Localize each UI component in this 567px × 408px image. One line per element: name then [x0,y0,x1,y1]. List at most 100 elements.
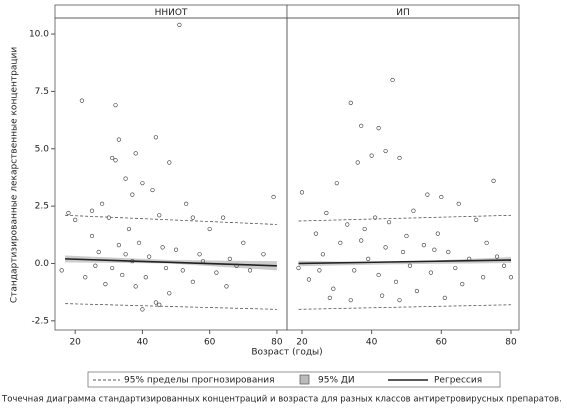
point [397,155,402,161]
point [397,298,402,303]
point [79,98,84,103]
point [376,126,381,131]
point [184,201,189,206]
point [150,187,155,193]
point [400,249,406,255]
legend-box [87,371,501,388]
point [110,155,115,161]
point [133,284,138,289]
point [126,226,132,232]
point [474,217,479,222]
regression-line [298,259,512,265]
point [369,153,374,158]
point [421,243,427,248]
point [334,181,339,186]
point [207,226,212,232]
point [113,103,118,108]
point [113,158,118,163]
x-axis-label: Возраст (годы) [251,348,322,358]
point [460,282,465,287]
point [143,275,148,280]
point [313,231,319,236]
point [296,265,301,271]
point [456,201,461,206]
y-tick-label: 5.0 [35,144,50,154]
point [123,176,128,181]
pi-lower [298,304,511,310]
point [383,148,388,154]
point [359,238,364,243]
x-tick-label: 80 [271,338,283,348]
point [432,247,437,252]
point [327,295,332,300]
point [167,291,172,296]
point [484,240,489,245]
point [140,181,145,186]
point [366,256,371,261]
point [348,100,353,105]
point [446,249,451,255]
point [324,210,329,216]
point [501,263,507,268]
point [494,254,500,259]
point [362,226,367,232]
point [163,265,169,271]
point [103,282,108,287]
point [376,272,381,278]
point [153,135,158,140]
panel-title: ИП [396,8,410,18]
point [180,268,185,273]
x-tick-label: 20 [296,338,308,348]
point [190,215,195,220]
point [133,151,138,156]
point [110,265,115,271]
point [177,22,182,27]
point [348,298,353,303]
point [214,270,219,275]
point [89,233,95,239]
y-tick-label: 2.5 [35,202,49,212]
point [442,295,447,300]
point [491,178,496,183]
panel-frame [54,17,288,331]
point [247,268,253,273]
point [116,137,121,142]
pi-lower [65,303,277,310]
x-tick-label: 80 [505,338,517,348]
point [373,215,378,220]
point [66,210,71,216]
point [508,275,514,280]
x-tick-label: 20 [69,338,81,348]
point [407,263,413,268]
point [99,201,105,206]
point [173,247,179,252]
pi-upper [298,214,511,222]
point [355,160,360,165]
point [261,252,266,257]
point [320,252,325,257]
legend-label: Регрессия [434,376,482,386]
point [481,275,486,280]
caption: Точечная диаграмма стандартизированных к… [1,395,562,405]
x-tick-label: 60 [436,338,448,348]
point [453,265,458,271]
point [93,263,98,268]
point [338,240,343,245]
panel-frame [286,17,520,331]
point [359,123,364,128]
point [379,293,385,298]
point [96,249,101,255]
x-tick-label: 60 [204,338,216,348]
point [383,245,388,250]
point [317,268,322,273]
panel-title: ННИОТ [155,8,188,18]
legend-square [299,374,310,385]
point [116,243,121,248]
point [140,307,145,312]
point [120,272,125,278]
point [411,208,416,213]
point [414,288,420,294]
point [271,194,276,200]
point [439,194,444,200]
